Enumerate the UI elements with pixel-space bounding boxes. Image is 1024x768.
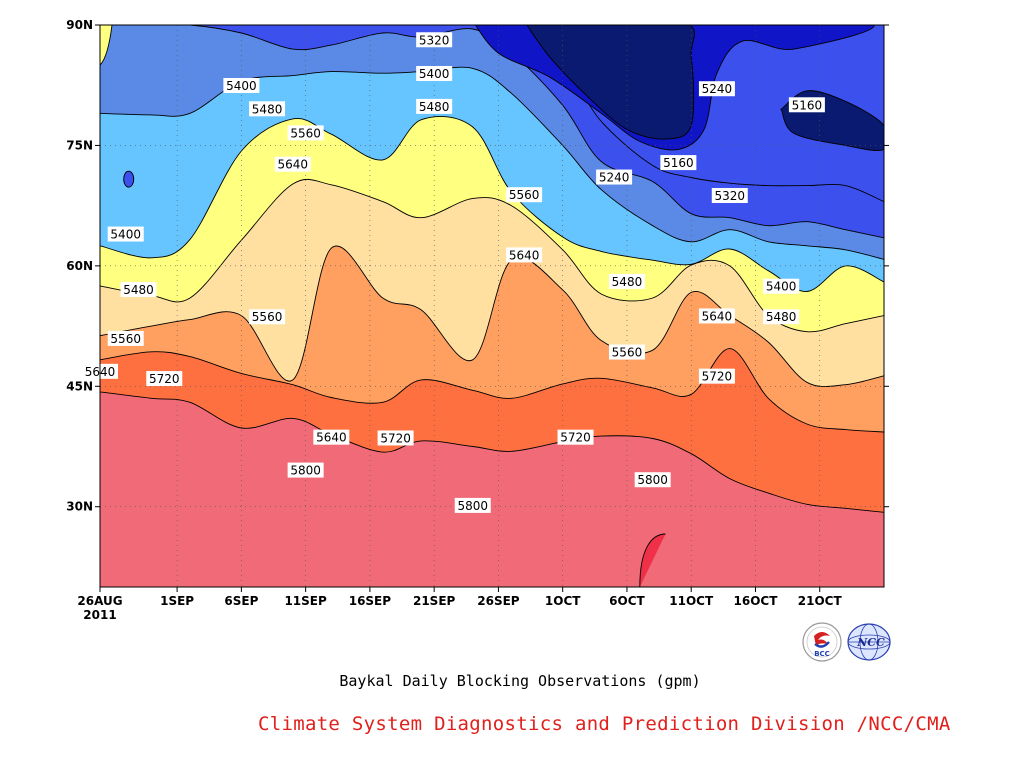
- x-year-label: 2011: [83, 608, 116, 622]
- contour-label-box: [763, 309, 800, 325]
- x-tick-label: 21OCT: [798, 594, 843, 608]
- contour-label-box: [596, 169, 633, 185]
- bcc-logo: BCC: [802, 622, 842, 662]
- contour-label-box: [223, 78, 260, 94]
- contour-label-box: [107, 226, 144, 242]
- contour-label: 5480: [612, 275, 643, 289]
- contour-label: 5640: [316, 431, 347, 445]
- contour-label: 5240: [599, 171, 630, 185]
- contour-label-box: [711, 188, 748, 204]
- contour-label: 5400: [110, 228, 141, 242]
- contour-label: 5560: [252, 310, 283, 324]
- x-tick-label: 6OCT: [609, 594, 645, 608]
- contour-label-box: [377, 430, 414, 446]
- contour-label: 5560: [509, 188, 540, 202]
- contour-label-box: [313, 429, 350, 445]
- contour-label-box: [120, 281, 157, 297]
- y-tick-label: 90N: [66, 18, 93, 32]
- contour-label: 5320: [419, 33, 450, 47]
- contour-label: 5240: [702, 82, 733, 96]
- y-tick-label: 45N: [66, 379, 93, 393]
- contour-label: 5480: [123, 283, 154, 297]
- contour-label-box: [454, 497, 491, 513]
- contour-label: 5320: [714, 189, 745, 203]
- contour-label: 5400: [419, 67, 450, 81]
- band-below-5800: [100, 391, 884, 587]
- contour-label-box: [698, 81, 735, 97]
- contour-fills: [100, 25, 884, 587]
- bcc-logo-text: BCC: [814, 650, 830, 658]
- contour-label-box: [287, 125, 324, 141]
- contour-label-box: [763, 278, 800, 294]
- contour-label-box: [698, 368, 735, 384]
- contour-label-box: [107, 330, 144, 346]
- ncc-logo: NCC: [847, 623, 891, 661]
- contour-label: 5720: [149, 372, 180, 386]
- contour-label: 5400: [226, 79, 257, 93]
- contour-label-box: [146, 371, 183, 387]
- x-tick-label: 16SEP: [349, 594, 392, 608]
- low-5320-west: [123, 170, 135, 188]
- contour-label-box: [287, 462, 324, 478]
- contour-label: 5160: [792, 98, 823, 112]
- x-tick-label: 1OCT: [545, 594, 581, 608]
- x-tick-label: 6SEP: [224, 594, 258, 608]
- contour-labels: 5320 5400 5400 5240 5160 5480 5480 5560 5640 5160…: [82, 32, 825, 513]
- contour-label: 5720: [560, 431, 591, 445]
- contour-label-box: [274, 156, 311, 172]
- contour-label-box: [788, 97, 825, 113]
- contour-label: 5640: [702, 309, 733, 323]
- plot-frame: [99, 24, 885, 588]
- contour-label-box: [506, 247, 543, 263]
- isoline-5800: [100, 391, 884, 513]
- x-tick-label: 16OCT: [734, 594, 779, 608]
- contour-label-box: [506, 187, 543, 203]
- core-5160-main: [526, 25, 695, 140]
- contour-label: 5800: [290, 464, 321, 478]
- contour-label-box: [608, 273, 645, 289]
- y-tick-label: 30N: [66, 500, 93, 514]
- ncc-logo-text: NCC: [856, 636, 885, 649]
- isoline-5720: [100, 348, 884, 433]
- isoline-5640: [100, 245, 884, 388]
- x-tick-label: 11SEP: [284, 594, 327, 608]
- chart-title: Baykal Daily Blocking Observations (gpm): [339, 672, 701, 690]
- contour-label: 5800: [637, 473, 668, 487]
- gridlines: [100, 25, 884, 587]
- isoline-5480: [100, 115, 884, 292]
- contour-label: 5640: [509, 248, 540, 262]
- contour-label: 5560: [612, 346, 643, 360]
- contour-label-box: [249, 309, 286, 325]
- contour-label-box: [634, 472, 671, 488]
- contour-label-box: [416, 98, 453, 114]
- contour-label-box: [698, 308, 735, 324]
- contour-label: 5480: [766, 310, 797, 324]
- contour-label-box: [416, 32, 453, 48]
- contour-label: 5560: [290, 126, 321, 140]
- credit-text: Climate System Diagnostics and Predictio…: [258, 713, 951, 735]
- contour-label-box: [557, 429, 594, 445]
- contour-label: 5560: [110, 332, 141, 346]
- contour-label: 5480: [252, 102, 283, 116]
- contour-label: 5720: [380, 431, 411, 445]
- contour-label: 5160: [663, 156, 694, 170]
- x-tick-label: 1SEP: [160, 594, 194, 608]
- x-tick-label: 11OCT: [669, 594, 714, 608]
- x-tick-label: 26SEP: [477, 594, 520, 608]
- core-5880: [639, 533, 666, 587]
- contour-label-box: [608, 344, 645, 360]
- contour-label-box: [416, 65, 453, 81]
- contour-label-box: [249, 101, 286, 117]
- contour-label: 5800: [457, 499, 488, 513]
- y-tick-label: 75N: [66, 138, 93, 152]
- contour-label: 5640: [278, 158, 309, 172]
- y-tick-label: 60N: [66, 259, 93, 273]
- x-tick-label: 26AUG: [77, 594, 122, 608]
- contour-label-box: [660, 155, 697, 171]
- contour-label: 5400: [766, 280, 797, 294]
- contour-label: 5720: [702, 370, 733, 384]
- contour-label: 5480: [419, 100, 450, 114]
- x-tick-label: 21SEP: [413, 594, 456, 608]
